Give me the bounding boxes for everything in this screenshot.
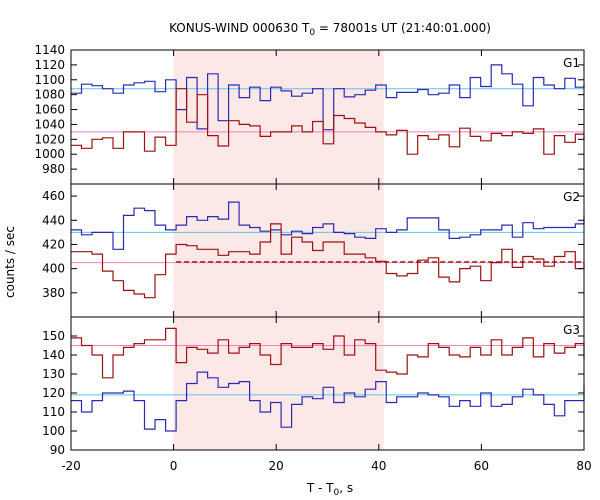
y-tick-label: 1040 — [34, 117, 65, 131]
series-blue-g1 — [71, 64, 585, 131]
panel-label-1: G1 — [563, 56, 580, 70]
x-tick-label: -20 — [61, 459, 81, 473]
y-tick-label: 1140 — [34, 43, 65, 57]
y-tick-label: 100 — [42, 424, 65, 438]
y-tick-label: 1080 — [34, 88, 65, 102]
y-tick-label: 130 — [42, 367, 65, 381]
y-tick-label: 120 — [42, 386, 65, 400]
series-blue-g2 — [71, 201, 585, 250]
y-tick-label: 1000 — [34, 147, 65, 161]
x-tick-label: 60 — [474, 459, 489, 473]
x-tick-label: 20 — [269, 459, 284, 473]
chart-title: KONUS-WIND 000630 T0 = 78001s UT (21:40:… — [169, 21, 491, 38]
y-axis-label: counts / sec — [3, 226, 17, 298]
y-tick-label: 420 — [42, 237, 65, 251]
y-tick-label: 400 — [42, 262, 65, 276]
panel-frame-3 — [70, 316, 585, 451]
shaded-interval — [173, 50, 384, 450]
x-tick-label: 40 — [371, 459, 386, 473]
y-tick-label: 1020 — [34, 132, 65, 146]
y-tick-label: 440 — [42, 213, 65, 227]
panel-label-3: G3 — [563, 323, 580, 337]
y-tick-label: 110 — [42, 405, 65, 419]
y-tick-label: 140 — [42, 348, 65, 362]
x-tick-label: 0 — [170, 459, 178, 473]
y-tick-label: 1100 — [34, 73, 65, 87]
y-tick-label: 460 — [42, 189, 65, 203]
y-tick-label: 150 — [42, 329, 65, 343]
series-red-g1 — [71, 88, 585, 155]
y-tick-label: 90 — [50, 443, 65, 457]
x-axis-label: T - T0, s — [306, 481, 353, 498]
x-tick-label: 80 — [576, 459, 591, 473]
series-red-g2 — [71, 223, 585, 299]
plot-area: 98010001020104010601080110011201140G1380… — [34, 43, 591, 473]
series-red-g3 — [71, 327, 585, 379]
y-tick-label: 380 — [42, 286, 65, 300]
y-tick-label: 1120 — [34, 58, 65, 72]
series-blue-g3 — [71, 371, 585, 432]
y-tick-label: 980 — [42, 162, 65, 176]
y-tick-label: 1060 — [34, 103, 65, 117]
panel-label-2: G2 — [563, 190, 580, 204]
